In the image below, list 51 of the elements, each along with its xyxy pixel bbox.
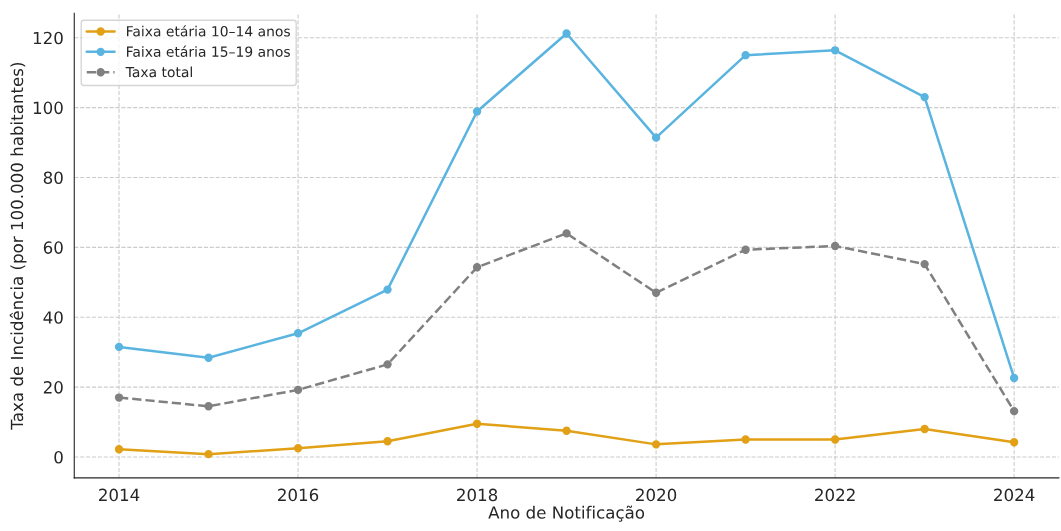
legend-label: Taxa total xyxy=(125,66,192,78)
point xyxy=(293,329,303,338)
point xyxy=(830,241,840,251)
point xyxy=(562,426,571,435)
point xyxy=(293,385,303,395)
legend-label: Faixa etária 15–19 anos xyxy=(127,45,290,57)
y-tick-label: 0 xyxy=(54,450,63,464)
point xyxy=(472,263,482,272)
point xyxy=(1009,373,1019,383)
x-tick-label: 2020 xyxy=(636,488,677,502)
point xyxy=(741,245,750,254)
point xyxy=(383,285,392,294)
x-tick-label: 2016 xyxy=(278,488,319,502)
y-tick-label: 80 xyxy=(43,171,63,185)
point xyxy=(1009,407,1019,416)
point xyxy=(651,440,661,449)
point xyxy=(472,107,482,116)
x-tick-label: 2014 xyxy=(99,488,140,502)
point xyxy=(741,435,750,444)
x-axis-title: Ano de Notificação xyxy=(488,505,645,522)
x-tick-label: 2024 xyxy=(994,488,1035,502)
y-tick-label: 120 xyxy=(33,31,63,45)
legend-label: Faixa etária 10–14 anos xyxy=(127,25,290,37)
point xyxy=(830,435,840,444)
point xyxy=(204,353,213,362)
point xyxy=(651,133,661,142)
y-tick-label: 40 xyxy=(43,311,63,324)
point xyxy=(383,437,392,446)
point xyxy=(562,29,571,38)
point xyxy=(920,424,929,434)
point xyxy=(204,402,213,411)
y-axis-title: Taxa de Incidência (por 100.000 habitantes) xyxy=(9,63,27,430)
point xyxy=(651,288,661,297)
point xyxy=(293,444,303,453)
y-tick-label: 60 xyxy=(43,241,63,254)
point xyxy=(472,419,482,428)
point xyxy=(383,360,392,369)
point xyxy=(830,46,840,55)
point xyxy=(1009,438,1019,447)
x-tick-label: 2018 xyxy=(457,488,498,502)
point xyxy=(114,445,124,454)
y-tick-label: 100 xyxy=(33,101,63,115)
point xyxy=(741,51,750,60)
point xyxy=(920,92,929,102)
point xyxy=(562,229,571,238)
x-tick-label: 2022 xyxy=(815,488,855,502)
y-tick-label: 20 xyxy=(43,381,63,394)
point xyxy=(204,449,213,459)
point xyxy=(920,259,929,269)
point xyxy=(114,342,124,352)
point xyxy=(114,393,124,402)
